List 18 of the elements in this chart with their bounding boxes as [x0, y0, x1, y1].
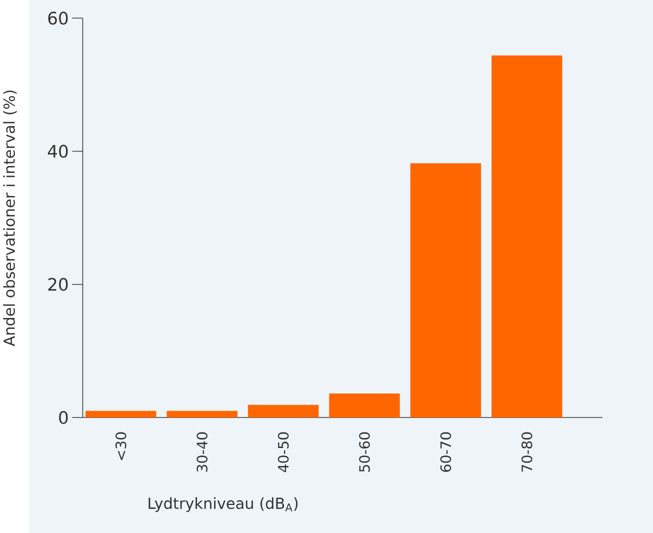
x-tick-label: 30-40 — [196, 432, 208, 472]
y-tick-label: 0 — [59, 410, 68, 424]
y-tick-label: 20 — [48, 278, 68, 291]
x-tick-label: <30 — [115, 432, 126, 460]
y-tick-label: 60 — [48, 12, 68, 25]
x-tick-label: 40-50 — [278, 432, 289, 472]
x-tick-label: 60-70 — [440, 432, 452, 472]
y-tick-label: 40 — [48, 144, 68, 158]
y-axis-title: Andel observationer i interval (%) — [3, 90, 17, 346]
x-tick-label: 50-60 — [359, 432, 370, 472]
bar — [492, 55, 562, 418]
bar — [329, 393, 400, 418]
bar — [166, 410, 238, 418]
bar — [86, 410, 156, 418]
x-axis-title: Lydtrykniveau (dB$_{A}$) — [148, 497, 298, 512]
bar — [248, 404, 319, 418]
x-tick-label: 70-80 — [522, 432, 532, 472]
bar — [410, 163, 482, 418]
